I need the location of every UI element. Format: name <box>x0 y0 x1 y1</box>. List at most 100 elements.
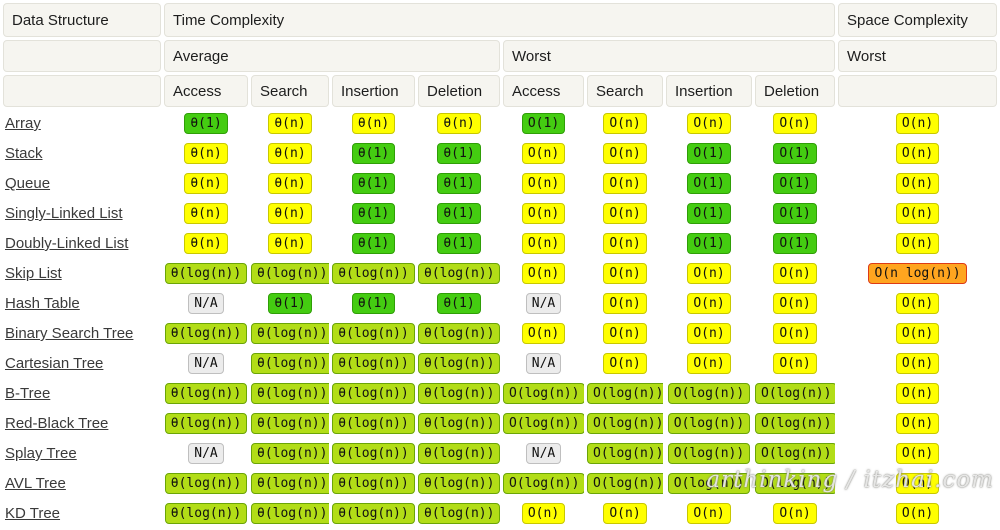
complexity-badge: O(n) <box>895 203 940 224</box>
complexity-badge: O(n) <box>521 263 566 284</box>
table-row-avl-tree: AVL Tree θ(log(n)) θ(log(n)) θ(log(n)) θ(log… <box>3 470 997 497</box>
complexity-cell: θ(n) <box>251 200 329 227</box>
complexity-cell: O(n) <box>838 230 997 257</box>
complexity-cell: O(log(n)) <box>587 470 663 497</box>
complexity-cell: O(n) <box>838 290 997 317</box>
complexity-badge: θ(log(n)) <box>251 443 329 464</box>
data-structure-link-avl-tree[interactable]: AVL Tree <box>5 475 66 492</box>
complexity-cell: O(n) <box>503 200 584 227</box>
complexity-cell: θ(n) <box>164 200 248 227</box>
complexity-cell: O(1) <box>755 170 835 197</box>
data-structure-link-binary-search-tree[interactable]: Binary Search Tree <box>5 325 134 342</box>
complexity-cell: θ(log(n)) <box>164 260 248 287</box>
complexity-cell: O(n) <box>587 170 663 197</box>
complexity-badge: O(log(n)) <box>667 473 751 494</box>
complexity-cell: O(n) <box>587 500 663 527</box>
complexity-cell: N/A <box>164 440 248 467</box>
data-structure-link-skip-list[interactable]: Skip List <box>5 265 62 282</box>
complexity-cell: θ(1) <box>332 140 415 167</box>
complexity-badge: θ(log(n)) <box>418 503 500 524</box>
complexity-badge: N/A <box>188 353 224 374</box>
complexity-cell: O(1) <box>503 110 584 137</box>
complexity-badge: θ(log(n)) <box>164 263 248 284</box>
complexity-badge: O(n) <box>895 413 940 434</box>
table-row-doubly-linked-list: Doubly-Linked List θ(n) θ(n) θ(1) θ(1) O(n) O(… <box>3 230 997 257</box>
complexity-cell: O(n) <box>838 470 997 497</box>
complexity-cell: O(1) <box>755 200 835 227</box>
data-structure-link-hash-table[interactable]: Hash Table <box>5 295 80 312</box>
complexity-cell: θ(log(n)) <box>332 350 415 377</box>
complexity-cell: O(1) <box>666 230 752 257</box>
complexity-cell: O(n log(n)) <box>838 260 997 287</box>
complexity-cell: N/A <box>164 290 248 317</box>
data-structure-link-stack[interactable]: Stack <box>5 145 43 162</box>
data-structure-link-red-black-tree[interactable]: Red-Black Tree <box>5 415 109 432</box>
complexity-badge: N/A <box>188 443 224 464</box>
complexity-badge: O(log(n)) <box>503 413 584 434</box>
complexity-cell: θ(n) <box>164 170 248 197</box>
header-spacer-1 <box>3 40 161 72</box>
table-row-queue: Queue θ(n) θ(n) θ(1) θ(1) O(n) O(n) O(1) O(1) O(n… <box>3 170 997 197</box>
table-row-skip-list: Skip List θ(log(n)) θ(log(n)) θ(log(n)) θ(lo… <box>3 260 997 287</box>
complexity-badge: θ(1) <box>351 233 396 254</box>
table-row-b-tree: B-Tree θ(log(n)) θ(log(n)) θ(log(n)) θ(log(n… <box>3 380 997 407</box>
complexity-cell: O(n) <box>666 350 752 377</box>
complexity-badge: θ(1) <box>437 203 481 224</box>
header-data-structure: Data Structure <box>3 3 161 37</box>
complexity-cell: θ(log(n)) <box>418 500 500 527</box>
complexity-badge: O(n) <box>521 233 566 254</box>
complexity-badge: O(log(n)) <box>667 413 751 434</box>
complexity-cell: O(log(n)) <box>755 440 836 467</box>
complexity-badge: O(n) <box>895 173 940 194</box>
complexity-badge: O(log(n)) <box>587 383 663 404</box>
data-structure-link-cartesian-tree[interactable]: Cartesian Tree <box>5 355 104 372</box>
complexity-badge: O(1) <box>773 143 817 164</box>
complexity-badge: O(n) <box>603 293 647 314</box>
complexity-cell: O(n) <box>838 140 997 167</box>
data-structure-link-array[interactable]: Array <box>5 115 41 132</box>
complexity-badge: θ(log(n)) <box>418 473 500 494</box>
complexity-cell: θ(log(n)) <box>251 320 329 347</box>
complexity-cell: θ(1) <box>251 290 329 317</box>
complexity-cell: O(log(n)) <box>666 440 752 467</box>
data-structure-link-splay-tree[interactable]: Splay Tree <box>5 445 77 462</box>
complexity-badge: O(log(n)) <box>755 413 836 434</box>
row-label-cell: KD Tree <box>3 500 161 527</box>
complexity-badge: O(n) <box>687 323 731 344</box>
data-structure-link-queue[interactable]: Queue <box>5 175 51 192</box>
complexity-badge: O(n) <box>895 473 940 494</box>
complexity-cell: N/A <box>503 290 584 317</box>
complexity-cell: θ(1) <box>418 200 500 227</box>
header-row-3: Access Search Insertion Deletion Access … <box>3 75 998 107</box>
data-structure-link-doubly-linked-list[interactable]: Doubly-Linked List <box>5 235 129 252</box>
complexity-cell: O(1) <box>755 140 835 167</box>
complexity-badge: O(1) <box>687 203 731 224</box>
complexity-cell: O(1) <box>755 230 835 257</box>
table-row-red-black-tree: Red-Black Tree θ(log(n)) θ(log(n)) θ(log(n)… <box>3 410 997 437</box>
complexity-badge: θ(log(n)) <box>418 413 500 434</box>
complexity-badge: θ(log(n)) <box>418 353 500 374</box>
complexity-badge: O(n) <box>521 203 566 224</box>
complexity-cell: O(n) <box>587 230 663 257</box>
complexity-cell: θ(log(n)) <box>332 470 415 497</box>
complexity-badge: θ(1) <box>351 293 396 314</box>
header-op-worst-insertion: Insertion <box>666 75 752 107</box>
complexity-badge: N/A <box>525 293 562 314</box>
complexity-cell: N/A <box>164 350 248 377</box>
complexity-cell: O(log(n)) <box>666 470 752 497</box>
header-op-worst-deletion: Deletion <box>755 75 836 107</box>
complexity-badge: θ(log(n)) <box>332 503 415 524</box>
complexity-badge: O(n) <box>895 443 940 464</box>
complexity-badge: O(n) <box>603 353 647 374</box>
complexity-badge: θ(1) <box>437 233 481 254</box>
data-structure-link-kd-tree[interactable]: KD Tree <box>5 505 61 522</box>
data-structure-link-singly-linked-list[interactable]: Singly-Linked List <box>5 205 123 222</box>
complexity-badge: O(n) <box>895 323 940 344</box>
header-worst-space: Worst <box>838 40 998 72</box>
complexity-cell: O(log(n)) <box>666 380 752 407</box>
complexity-cell: θ(1) <box>332 290 415 317</box>
complexity-badge: O(n) <box>895 113 940 134</box>
complexity-cell: θ(log(n)) <box>251 410 329 437</box>
table-row-singly-linked-list: Singly-Linked List θ(n) θ(n) θ(1) θ(1) O(n) O(… <box>3 200 997 227</box>
data-structure-link-b-tree[interactable]: B-Tree <box>5 385 51 402</box>
